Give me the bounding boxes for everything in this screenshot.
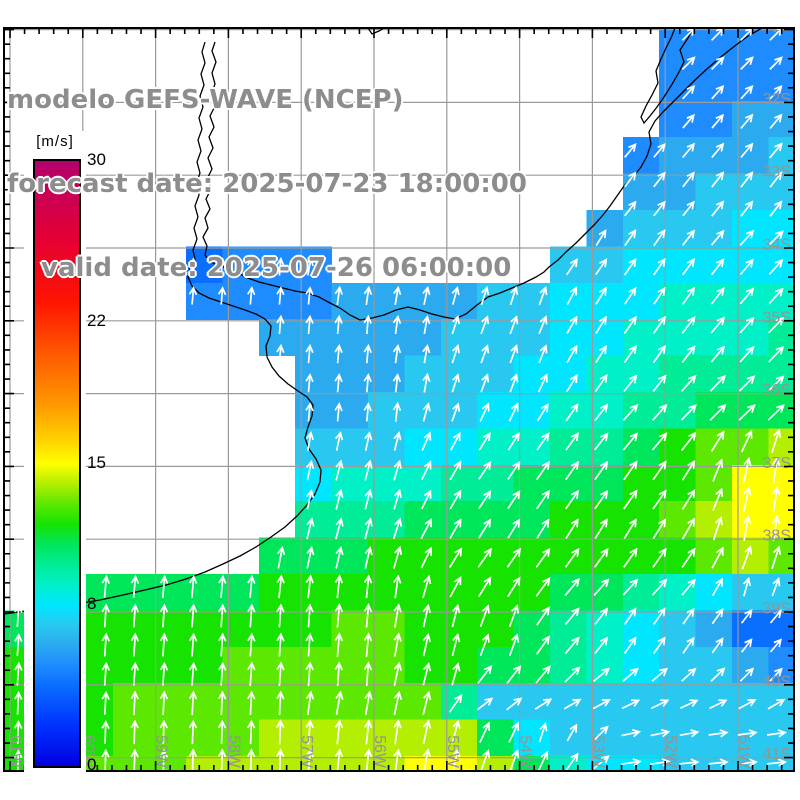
colorbar-panel: [m/s] 30 22 15 8 0 (24, 131, 106, 774)
svg-text:38S: 38S (763, 528, 791, 545)
title-valid-date: valid date: 2025-07-26 06:00:00 (41, 253, 512, 283)
colorbar-tick-label: 8 (87, 593, 97, 613)
svg-text:33S: 33S (763, 164, 791, 181)
title-forecast-date: forecast date: 2025-07-23 18:00:00 (7, 169, 527, 199)
svg-text:32S: 32S (763, 91, 791, 108)
map-frame-ticks (3, 27, 795, 772)
svg-text:36S: 36S (763, 382, 791, 399)
colorbar-gradient (33, 159, 81, 768)
coastline (4, 28, 763, 615)
svg-text:31S: 31S (763, 18, 791, 35)
svg-text:58W: 58W (225, 735, 242, 769)
wind-direction-arrows (13, 28, 787, 771)
svg-text:54W: 54W (517, 735, 534, 769)
svg-text:55W: 55W (444, 735, 461, 769)
colorbar-tick-label: 0 (87, 755, 97, 774)
graticule-lines (4, 28, 794, 771)
svg-text:34S: 34S (763, 237, 791, 254)
svg-text:37S: 37S (763, 455, 791, 472)
svg-text:57W: 57W (298, 735, 315, 769)
colorbar-tick-label: 15 (87, 452, 106, 472)
svg-text:40S: 40S (763, 673, 791, 690)
svg-text:56W: 56W (371, 735, 388, 769)
latitude-labels: 31S 32S 33S 34S 35S 36S 37S 38S 39S 40S 41S (763, 18, 791, 763)
svg-text:41S: 41S (763, 746, 791, 763)
colorbar-tick-label: 22 (87, 311, 106, 331)
svg-text:59W: 59W (153, 735, 170, 769)
svg-text:52W: 52W (662, 735, 679, 769)
title-model-name: modelo GEFS-WAVE (NCEP) (7, 85, 404, 115)
colorbar-unit-label: [m/s] (36, 133, 74, 150)
svg-text:53W: 53W (589, 735, 606, 769)
svg-text:51W: 51W (735, 735, 752, 769)
plot-title: modelo GEFS-WAVE (NCEP) forecast date: 2… (7, 30, 527, 338)
colorbar-tick-label: 30 (87, 150, 106, 169)
svg-text:39S: 39S (763, 601, 791, 618)
svg-text:35S: 35S (763, 309, 791, 326)
svg-text:61W: 61W (7, 735, 24, 769)
